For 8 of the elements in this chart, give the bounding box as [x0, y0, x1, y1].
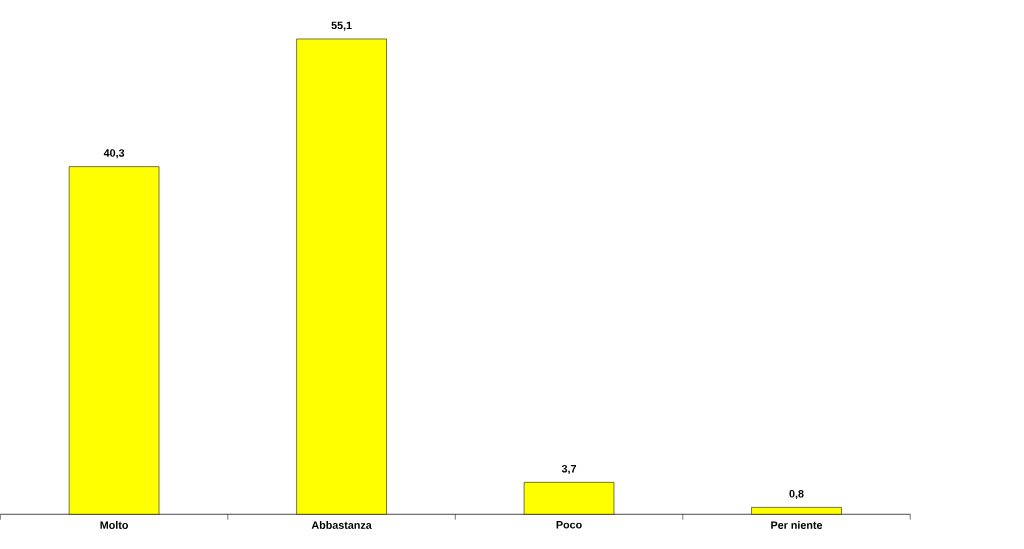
- x-tick-label: Molto: [100, 520, 129, 529]
- x-tick-label: Abbastanza: [311, 520, 372, 529]
- data-label: 55,1: [331, 21, 352, 31]
- x-tick-label: Poco: [556, 520, 582, 529]
- data-label: 0,8: [789, 489, 804, 499]
- x-tick-label: Per niente: [771, 520, 823, 529]
- data-label: 40,3: [103, 149, 125, 159]
- data-label: 3,7: [561, 464, 577, 474]
